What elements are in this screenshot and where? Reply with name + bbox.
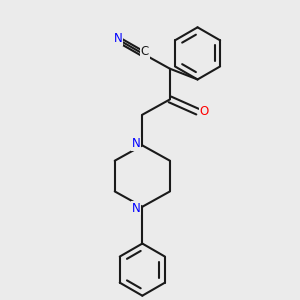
Text: N: N [132, 202, 141, 215]
Text: N: N [132, 137, 141, 150]
Text: N: N [114, 32, 123, 45]
Text: O: O [200, 104, 209, 118]
Text: C: C [141, 45, 149, 58]
